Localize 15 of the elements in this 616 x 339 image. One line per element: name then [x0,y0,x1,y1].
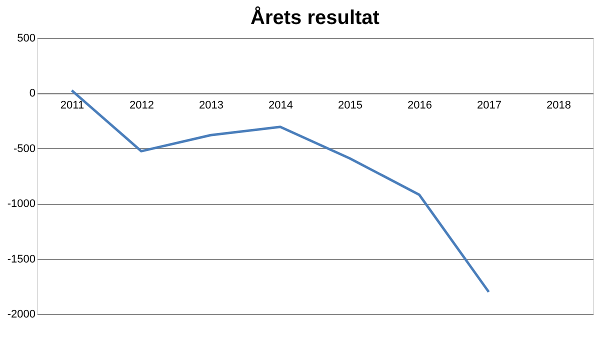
x-tick-label: 2013 [199,100,224,112]
x-tick-label: 2012 [130,100,154,112]
x-tick-label: 2016 [408,100,432,112]
y-tick-label: -500 [13,142,36,155]
x-tick-label: 2018 [546,100,571,112]
x-tick-label: 2011 [60,100,84,112]
y-tick-label: -2000 [7,308,36,320]
x-tick-label: 2017 [477,100,502,112]
x-tick-label: 2015 [338,100,362,112]
y-tick-label: 0 [29,88,36,100]
chart-title: Årets resultat [250,6,380,29]
x-tick-label: 2014 [268,100,293,112]
y-tick-label: 500 [17,32,36,44]
y-tick-label: -1500 [7,253,36,266]
y-tick-label: -1000 [7,198,36,210]
